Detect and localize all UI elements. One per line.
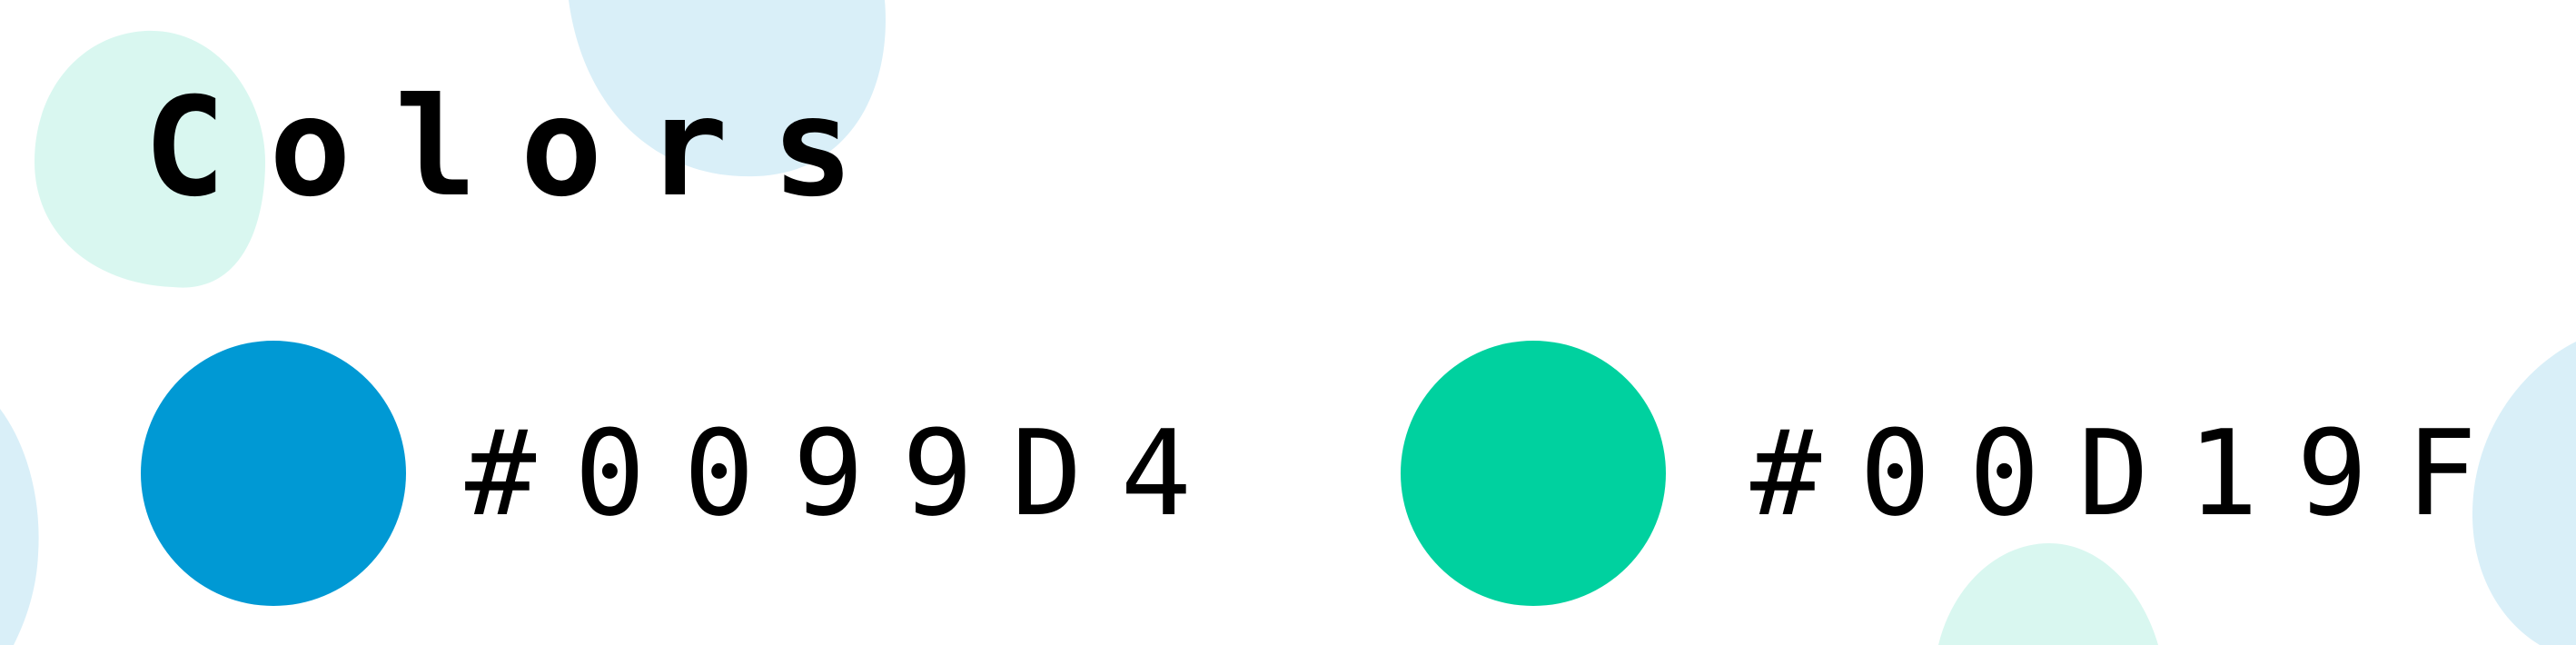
- color-hex-label-2: #00D19F: [1750, 404, 2515, 542]
- decorative-blob-blue-left: [0, 409, 39, 645]
- blob-shape: [35, 30, 265, 288]
- decorative-blob-blue-right: [2472, 342, 2576, 645]
- blob-shape: [2472, 342, 2576, 645]
- blob-shape: [0, 409, 39, 645]
- blob-shape: [1938, 543, 2158, 645]
- color-swatch-1: [141, 341, 406, 606]
- page-title: Colors: [144, 69, 897, 227]
- decorative-blob-blue-top: [569, 0, 886, 177]
- color-hex-label-1: #0099D4: [465, 404, 1230, 542]
- blob-shape: [569, 0, 886, 177]
- decorative-blob-mint-top-left: [35, 30, 265, 288]
- color-swatch-2: [1401, 341, 1666, 606]
- decorative-blob-mint-bottom: [1938, 543, 2158, 645]
